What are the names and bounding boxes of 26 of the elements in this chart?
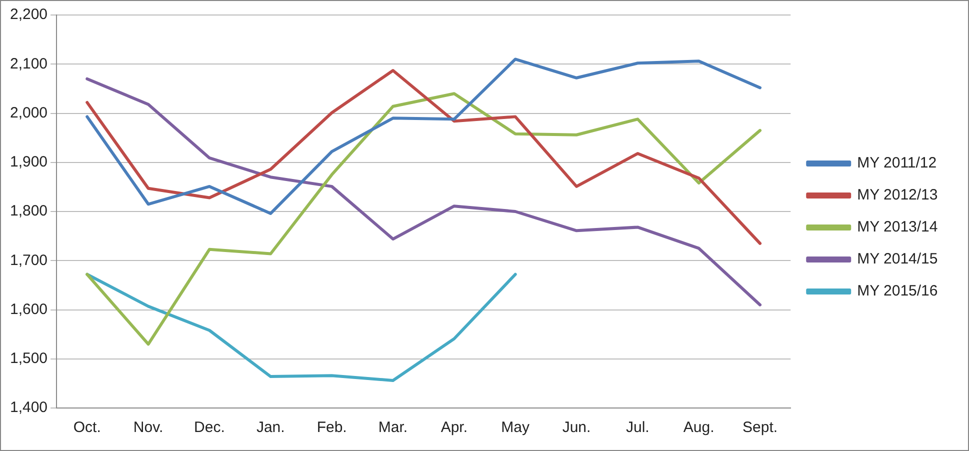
x-tick-label: Jul. <box>626 419 650 436</box>
x-tick-label: Feb. <box>316 419 347 436</box>
y-tick-label: 1,800 <box>10 202 48 220</box>
y-tick-label: 1,400 <box>10 399 48 416</box>
x-tick-label: Sept. <box>742 419 778 436</box>
x-tick-label: Apr. <box>440 419 468 436</box>
legend-label: MY 2013/14 <box>857 218 938 236</box>
legend-label: MY 2014/15 <box>857 250 938 268</box>
y-tick-label: 1,500 <box>10 350 48 368</box>
x-tick-label: Oct. <box>73 419 101 436</box>
y-tick-label: 1,900 <box>10 154 48 171</box>
x-tick-label: Aug. <box>683 419 714 436</box>
y-tick-label: 2,000 <box>10 104 48 122</box>
x-tick-label: Mar. <box>378 419 408 436</box>
x-tick-label: May <box>501 419 530 436</box>
legend-label: MY 2015/16 <box>857 282 938 300</box>
y-tick-label: 2,100 <box>10 55 48 72</box>
x-tick-label: Dec. <box>194 419 225 436</box>
x-tick-label: Jan. <box>256 419 285 436</box>
y-tick-label: 2,200 <box>10 6 48 24</box>
y-tick-label: 1,700 <box>10 252 48 269</box>
x-tick-label: Jun. <box>562 419 591 436</box>
legend-label: MY 2012/13 <box>857 186 938 204</box>
x-tick-label: Nov. <box>133 419 164 436</box>
legend-label: MY 2011/12 <box>857 154 937 172</box>
y-tick-label: 1,600 <box>10 300 48 318</box>
